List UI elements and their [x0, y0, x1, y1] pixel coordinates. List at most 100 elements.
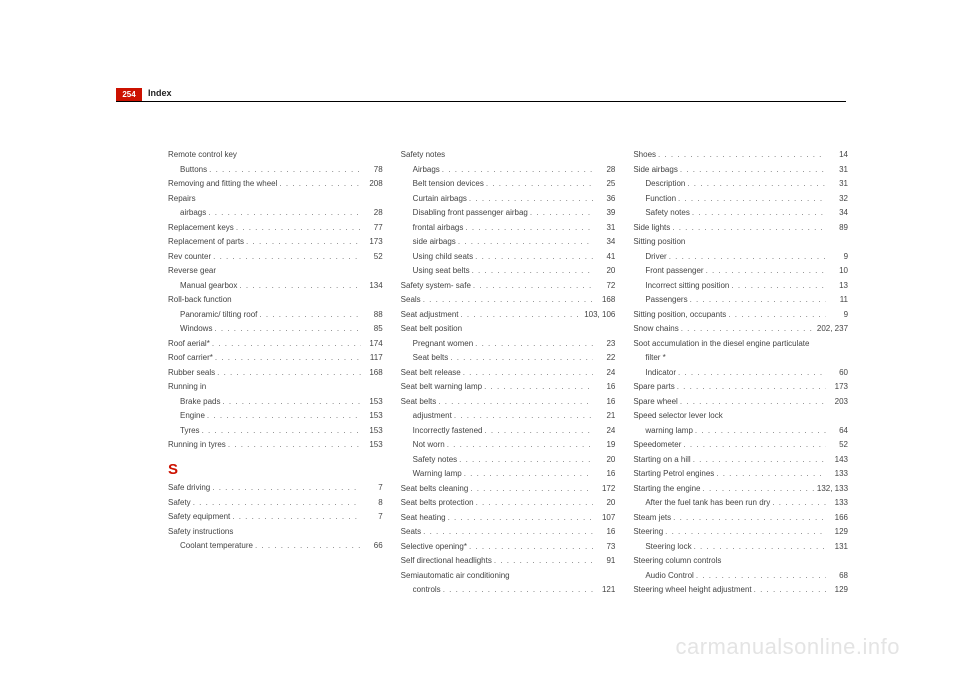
- dot-leader: [454, 409, 594, 424]
- dot-leader: [683, 438, 826, 453]
- index-column-3: Shoes14Side airbags31Description31Functi…: [633, 148, 848, 598]
- index-entry: Self directional headlights91: [401, 554, 616, 569]
- index-column-2: Safety notesAirbags28Belt tension device…: [401, 148, 616, 598]
- dot-leader: [228, 438, 361, 453]
- index-entry: Spare wheel203: [633, 395, 848, 410]
- index-entry: Replacement keys77: [168, 221, 383, 236]
- index-entry: Coolant temperature66: [168, 539, 383, 554]
- index-entry-label: filter *: [645, 351, 665, 366]
- index-entry-page: 20: [595, 496, 615, 511]
- dot-leader: [703, 482, 815, 497]
- index-entry: Front passenger10: [633, 264, 848, 279]
- index-entry-label: Selective opening*: [401, 540, 467, 555]
- dot-leader: [494, 554, 594, 569]
- dot-leader: [423, 293, 594, 308]
- index-entry: airbags28: [168, 206, 383, 221]
- index-entry-label: Airbags: [413, 163, 440, 178]
- index-entry-label: Incorrect sitting position: [645, 279, 729, 294]
- dot-leader: [690, 293, 826, 308]
- index-entry-label: Safe driving: [168, 481, 210, 496]
- index-entry-label: Seat belts: [413, 351, 449, 366]
- dot-leader: [677, 380, 826, 395]
- index-entry-page: 24: [595, 424, 615, 439]
- dot-leader: [484, 380, 593, 395]
- index-entry-label: Buttons: [180, 163, 207, 178]
- index-entry-page: 16: [595, 525, 615, 540]
- index-entry-label: Soot accumulation in the diesel engine p…: [633, 337, 809, 352]
- index-entry-label: Coolant temperature: [180, 539, 253, 554]
- index-entry-label: Safety instructions: [168, 525, 233, 540]
- index-entry-label: Roll-back function: [168, 293, 232, 308]
- dot-leader: [472, 264, 594, 279]
- dot-leader: [236, 221, 361, 236]
- index-entry: Safety notes34: [633, 206, 848, 221]
- index-entry-label: Using child seats: [413, 250, 473, 265]
- dot-leader: [772, 496, 826, 511]
- index-entry-label: Rev counter: [168, 250, 211, 265]
- header-rule: [116, 101, 846, 102]
- dot-leader: [728, 308, 826, 323]
- index-entry-label: Engine: [180, 409, 205, 424]
- dot-leader: [680, 163, 826, 178]
- index-entry-label: Spare parts: [633, 380, 674, 395]
- index-entry-page: 9: [828, 250, 848, 265]
- dot-leader: [680, 395, 826, 410]
- index-entry: Incorrect sitting position13: [633, 279, 848, 294]
- index-entry-page: 7: [363, 510, 383, 525]
- index-entry-page: 68: [828, 569, 848, 584]
- index-entry-label: Replacement keys: [168, 221, 234, 236]
- index-entry-page: 31: [828, 163, 848, 178]
- dot-leader: [475, 250, 593, 265]
- index-heading: Seat belt position: [401, 322, 616, 337]
- index-entry-label: Not worn: [413, 438, 445, 453]
- index-entry-label: Seat belts: [401, 395, 437, 410]
- index-heading: Safety instructions: [168, 525, 383, 540]
- index-entry-page: 173: [363, 235, 383, 250]
- index-entry-label: Side airbags: [633, 163, 677, 178]
- index-entry-page: 153: [363, 395, 383, 410]
- index-entry: side airbags34: [401, 235, 616, 250]
- index-heading: Repairs: [168, 192, 383, 207]
- index-entry: Selective opening*73: [401, 540, 616, 555]
- dot-leader: [222, 395, 360, 410]
- index-entry: Curtain airbags36: [401, 192, 616, 207]
- index-entry-page: 78: [363, 163, 383, 178]
- index-entry-label: Incorrectly fastened: [413, 424, 483, 439]
- dot-leader: [465, 221, 593, 236]
- index-entry: adjustment21: [401, 409, 616, 424]
- index-entry-page: 153: [363, 424, 383, 439]
- index-entry-page: 131: [828, 540, 848, 555]
- index-entry-label: Remote control key: [168, 148, 237, 163]
- index-heading: Semiautomatic air conditioning: [401, 569, 616, 584]
- index-entry-page: 64: [828, 424, 848, 439]
- index-entry: frontal airbags31: [401, 221, 616, 236]
- watermark: carmanualsonline.info: [675, 634, 900, 660]
- index-heading: Safety notes: [401, 148, 616, 163]
- index-entry: Seat belts16: [401, 395, 616, 410]
- index-entry-page: 9: [828, 308, 848, 323]
- index-entry: Roof carrier*117: [168, 351, 383, 366]
- index-entry-page: 39: [595, 206, 615, 221]
- index-entry: controls121: [401, 583, 616, 598]
- dot-leader: [678, 192, 826, 207]
- index-entry-page: 153: [363, 438, 383, 453]
- index-entry-label: Semiautomatic air conditioning: [401, 569, 510, 584]
- index-entry-label: Replacement of parts: [168, 235, 244, 250]
- index-entry-page: 72: [595, 279, 615, 294]
- index-entry-label: Steering wheel height adjustment: [633, 583, 751, 598]
- index-entry-page: 103, 106: [584, 308, 615, 323]
- index-entry: Indicator60: [633, 366, 848, 381]
- dot-leader: [442, 163, 594, 178]
- dot-leader: [217, 366, 361, 381]
- index-entry-page: 202, 237: [817, 322, 848, 337]
- index-entry-label: Description: [645, 177, 685, 192]
- dot-leader: [193, 496, 361, 511]
- index-entry: Steering wheel height adjustment129: [633, 583, 848, 598]
- index-entry-label: Seals: [401, 293, 421, 308]
- dot-leader: [754, 583, 826, 598]
- index-entry-page: 173: [828, 380, 848, 395]
- dot-leader: [673, 511, 826, 526]
- index-entry-page: 143: [828, 453, 848, 468]
- index-entry-page: 19: [595, 438, 615, 453]
- page: 254 Index Remote control keyButtons78Rem…: [0, 0, 960, 678]
